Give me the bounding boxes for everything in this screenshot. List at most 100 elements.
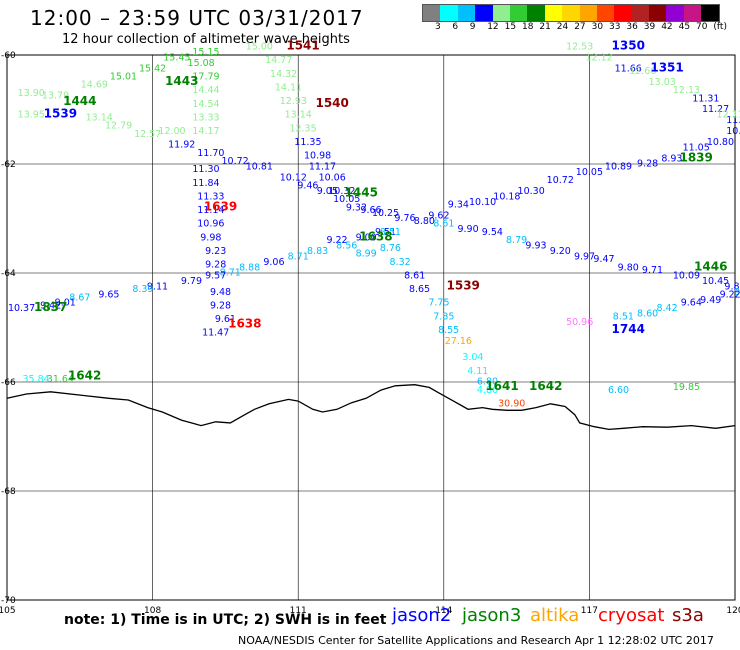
y-tick-label: -70 <box>1 596 16 606</box>
wave-height-value: 9.11 <box>147 281 168 292</box>
wave-height-value: 9.54 <box>482 227 503 238</box>
pass-time-label: 1540 <box>315 96 348 110</box>
wave-height-value: 9.46 <box>297 181 318 192</box>
scale-label: 30 <box>591 22 604 32</box>
wave-height-value: 17.79 <box>192 72 219 83</box>
wave-height-value: 8.76 <box>380 243 401 254</box>
wave-height-value: 9.81 <box>724 281 740 292</box>
pass-time-label: 1541 <box>286 39 319 53</box>
wave-height-value: 8.51 <box>380 227 401 238</box>
wave-height-value: 10.76 <box>726 126 740 137</box>
scale-swatch <box>579 5 597 21</box>
wave-height-value: 11.84 <box>192 178 219 189</box>
pass-time-label: 1639 <box>204 199 237 213</box>
wave-height-value: 10.89 <box>605 161 632 172</box>
wave-height-value: 4.11 <box>467 366 488 377</box>
wave-height-value: 9.90 <box>457 224 478 235</box>
pass-time-label: 1641 <box>485 379 518 393</box>
wave-height-value: 9.42 <box>40 300 61 311</box>
scale-label: 27 <box>574 22 586 32</box>
color-scale-bar <box>422 4 720 22</box>
scale-label: 9 <box>469 22 476 32</box>
wave-height-value: 10.72 <box>547 175 574 186</box>
wave-height-value: 12.57 <box>134 129 161 140</box>
pass-time-label: 1351 <box>650 60 683 74</box>
wave-height-value: 11.35 <box>294 137 321 148</box>
wave-height-value: 15.00 <box>246 42 273 53</box>
wave-height-value: 11.30 <box>192 164 219 175</box>
wave-height-value: 9.23 <box>205 246 226 257</box>
wave-height-value: 14.54 <box>192 99 219 110</box>
wave-height-value: 9.48 <box>210 287 231 298</box>
wave-height-value: 13.14 <box>285 110 312 121</box>
scale-swatch <box>666 5 684 21</box>
scale-swatch <box>596 5 615 21</box>
wave-height-value: 9.28 <box>637 159 658 170</box>
legend-jason2: jason2 <box>392 605 452 626</box>
y-tick-label: -60 <box>1 51 16 61</box>
scale-swatch <box>701 5 719 21</box>
scale-swatch <box>423 5 441 21</box>
wave-height-value: 12.35 <box>289 123 316 134</box>
pass-time-label: 1539 <box>44 107 77 121</box>
wave-height-value: 8.51 <box>613 311 634 322</box>
x-tick-label: 114 <box>435 606 452 616</box>
wave-height-value: 9.05 <box>317 186 338 197</box>
wave-height-value: 15.08 <box>188 58 215 69</box>
legend-altika: altika <box>530 605 580 626</box>
scale-label: 6 <box>452 22 459 32</box>
scale-label: 39 <box>643 22 656 32</box>
wave-height-value: 9.85 <box>734 287 740 298</box>
wave-height-value: 10.10 <box>469 197 496 208</box>
wave-height-value: 31.64 <box>47 374 74 385</box>
wave-height-value: 11.92 <box>168 140 195 151</box>
wave-height-value: 10.30 <box>518 186 545 197</box>
wave-height-value: 12.93 <box>280 96 307 107</box>
wave-height-value: 15.42 <box>139 63 166 74</box>
wave-height-value: 30.90 <box>498 399 525 410</box>
wave-height-value: 9.22 <box>720 290 740 301</box>
wave-height-value: 6.60 <box>608 385 629 396</box>
scale-swatch <box>440 5 458 21</box>
wave-height-value: 8.61 <box>433 219 454 230</box>
wave-height-value: 9.57 <box>205 270 226 281</box>
wave-height-value: 10.96 <box>197 219 224 230</box>
page-subtitle: 12 hour collection of altimeter wave hei… <box>62 32 350 47</box>
wave-height-value: 15.15 <box>192 47 219 58</box>
scale-label: 45 <box>678 22 691 32</box>
wave-height-value: 8.61 <box>404 270 425 281</box>
wave-height-value: 11.37 <box>726 115 740 126</box>
x-tick-label: 105 <box>0 606 16 616</box>
wave-height-value: 14.69 <box>81 80 108 91</box>
wave-height-value: 9.06 <box>263 257 284 268</box>
scale-label: 33 <box>609 22 621 32</box>
wave-height-value: 13.14 <box>86 112 113 123</box>
wave-height-value: 11.17 <box>309 161 336 172</box>
scale-label: 15 <box>504 22 517 32</box>
pass-time-label: 1839 <box>679 150 712 164</box>
pass-time-label: 1744 <box>612 322 645 336</box>
wave-height-value: 12.13 <box>673 85 700 96</box>
page-title: 12:00 – 23:59 UTC 03/31/2017 <box>30 6 364 30</box>
scale-label: 12 <box>487 22 499 32</box>
scale-label: 24 <box>556 22 569 32</box>
wave-height-value: 12.79 <box>105 121 132 132</box>
wave-height-value: 35.84 <box>23 374 50 385</box>
wave-height-value: 8.60 <box>637 309 658 320</box>
wave-height-value: 8.32 <box>390 257 411 268</box>
pass-time-label: 1350 <box>612 39 645 53</box>
pass-time-label: 1446 <box>694 259 727 273</box>
coastline <box>6 384 736 431</box>
wave-height-value: 9.00 <box>356 232 377 243</box>
wave-height-value: 9.28 <box>210 300 231 311</box>
wave-height-value: 19.85 <box>673 382 700 393</box>
wave-height-value: 8.83 <box>307 246 328 257</box>
y-tick-label: -68 <box>1 487 16 497</box>
scale-swatch <box>492 5 510 21</box>
wave-height-value: 10.37 <box>8 303 35 314</box>
wave-height-value: 9.64 <box>681 298 702 309</box>
wave-height-value: 14.32 <box>270 69 297 80</box>
wave-height-value: 12.00 <box>158 126 185 137</box>
scale-label: 42 <box>661 22 673 32</box>
